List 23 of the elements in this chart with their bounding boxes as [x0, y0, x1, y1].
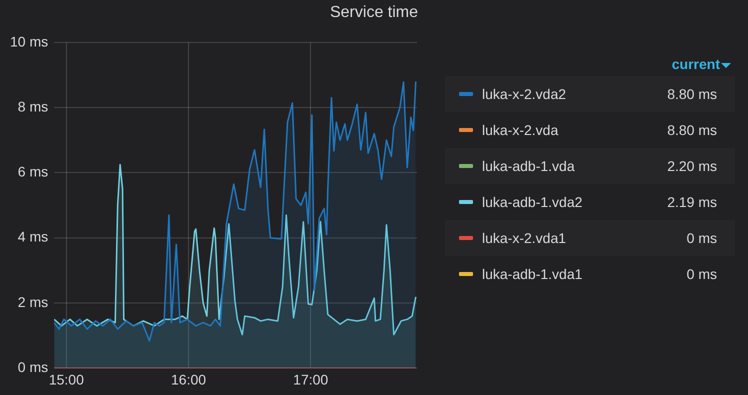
- y-tick-label: 6 ms: [18, 164, 48, 180]
- x-tick-label: 17:00: [293, 371, 328, 388]
- legend-label: luka-adb-1.vda2: [482, 194, 584, 210]
- y-tick-label: 2 ms: [18, 294, 48, 310]
- legend-label: luka-adb-1.vda: [482, 158, 576, 174]
- text: 2.20 ms: [667, 158, 718, 174]
- text: 0 ms: [686, 230, 718, 246]
- x-tick-label: 15:00: [48, 371, 84, 388]
- text: 8.80 ms: [667, 86, 718, 102]
- legend-label: luka-x-2.vda2: [482, 86, 568, 102]
- y-tick-label: 0 ms: [18, 359, 48, 376]
- y-tick-label: 8 ms: [18, 98, 48, 114]
- x-tick-label: 16:00: [171, 371, 206, 388]
- text: 0 ms: [686, 266, 718, 282]
- y-tick-label: 10 ms: [10, 33, 48, 50]
- y-tick-label: 4 ms: [18, 228, 48, 245]
- text: 8.80 ms: [667, 122, 718, 138]
- chart-title: Service time: [328, 4, 420, 22]
- legend-title: current: [672, 56, 720, 72]
- legend-label: luka-adb-1.vda1: [482, 266, 584, 282]
- legend-label: luka-x-2.vda1: [482, 230, 568, 246]
- text: 2.19 ms: [667, 194, 718, 210]
- legend-label: luka-x-2.vda: [482, 122, 560, 138]
